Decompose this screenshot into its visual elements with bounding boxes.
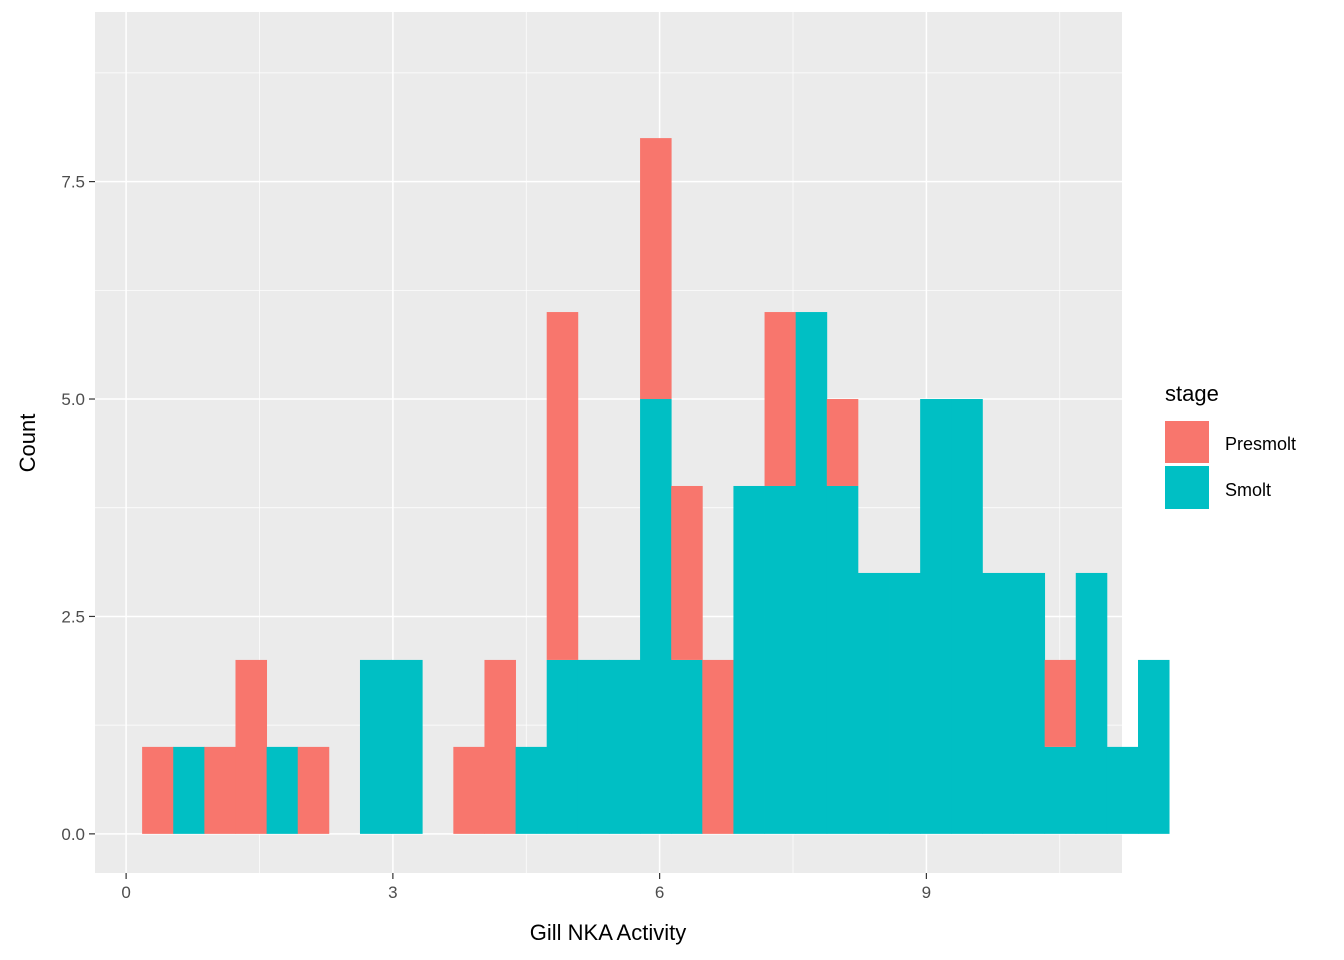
- bar-presmolt: [671, 485, 703, 660]
- bar-smolt: [857, 572, 890, 834]
- bar-smolt: [1044, 746, 1077, 834]
- bar-smolt: [391, 659, 423, 834]
- x-tick-label: 3: [388, 883, 397, 902]
- y-axis-ticks: 0.0 2.5 5.0 7.5: [61, 173, 95, 844]
- bar-smolt: [982, 572, 1014, 834]
- bar-smolt: [546, 659, 579, 834]
- bar-smolt: [889, 572, 921, 834]
- bar-presmolt: [204, 746, 236, 834]
- x-tick-label: 0: [121, 883, 130, 902]
- bar-presmolt: [297, 746, 330, 834]
- bar-smolt: [608, 659, 641, 834]
- bar-presmolt: [826, 399, 859, 486]
- bar-smolt: [1013, 572, 1046, 834]
- bar-smolt: [826, 485, 859, 834]
- bar-smolt: [951, 399, 983, 834]
- histogram-bars: [142, 138, 1170, 834]
- bar-presmolt: [764, 312, 797, 486]
- bar-presmolt: [702, 659, 734, 834]
- y-tick-label: 0.0: [61, 825, 85, 844]
- bar-smolt: [1075, 572, 1108, 834]
- x-axis-ticks: 0 3 6 9: [121, 873, 931, 902]
- legend-key-presmolt: [1165, 421, 1209, 463]
- bar-presmolt: [142, 746, 174, 834]
- y-tick-label: 2.5: [61, 607, 85, 626]
- legend-label-smolt: Smolt: [1225, 480, 1271, 500]
- legend-title: stage: [1165, 381, 1219, 406]
- y-tick-label: 5.0: [61, 390, 85, 409]
- bar-smolt: [1138, 659, 1170, 834]
- bar-smolt: [733, 485, 765, 834]
- bar-smolt: [920, 399, 952, 834]
- bar-presmolt: [235, 659, 268, 834]
- bar-presmolt: [1044, 659, 1077, 747]
- legend: stage Presmolt Smolt: [1165, 381, 1296, 509]
- bar-smolt: [671, 659, 703, 834]
- y-tick-label: 7.5: [61, 173, 85, 192]
- x-tick-label: 6: [655, 883, 664, 902]
- bar-smolt: [640, 399, 672, 834]
- y-axis-title: Count: [15, 414, 40, 473]
- bar-smolt: [266, 746, 299, 834]
- bar-presmolt: [484, 659, 516, 834]
- x-axis-title: Gill NKA Activity: [530, 920, 686, 945]
- bar-smolt: [359, 659, 392, 834]
- bar-smolt: [1106, 746, 1139, 834]
- bar-presmolt: [640, 138, 672, 400]
- bar-smolt: [577, 659, 610, 834]
- bar-smolt: [795, 312, 828, 834]
- bar-smolt: [173, 746, 205, 834]
- legend-label-presmolt: Presmolt: [1225, 434, 1296, 454]
- bar-smolt: [515, 746, 548, 834]
- bar-presmolt: [453, 746, 485, 834]
- x-tick-label: 9: [922, 883, 931, 902]
- legend-key-smolt: [1165, 466, 1209, 509]
- bar-presmolt: [546, 312, 579, 660]
- bar-smolt: [764, 485, 797, 834]
